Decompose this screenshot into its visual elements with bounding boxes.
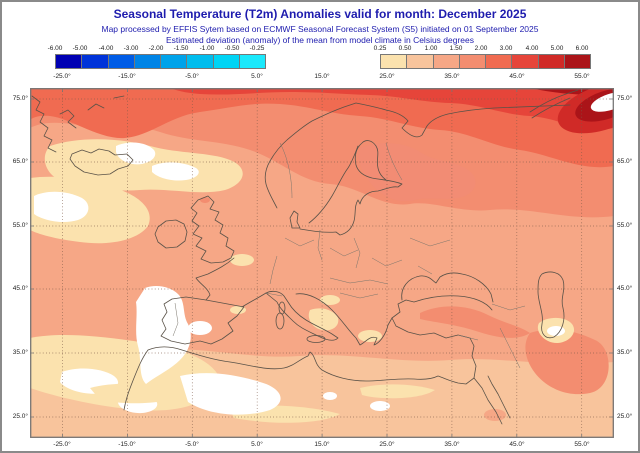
lon-tick-label-bottom: -25.0° bbox=[53, 441, 71, 448]
page-subtitle-units: Estimated deviation (anomaly) of the mea… bbox=[165, 35, 475, 45]
lon-tick-label-top: 55.0° bbox=[574, 73, 590, 80]
legend-tick-label: -0.50 bbox=[224, 45, 240, 52]
lat-tick-label-left: 25.0° bbox=[12, 413, 28, 420]
lat-tick-label-right: 35.0° bbox=[617, 349, 633, 356]
lon-tick-label-bottom: 25.0° bbox=[379, 441, 395, 448]
lon-tick-label-top: -15.0° bbox=[118, 73, 136, 80]
lon-tick-label-top: 5.0° bbox=[251, 73, 263, 80]
legend-swatch bbox=[134, 55, 162, 68]
legend-tick-label: -6.00 bbox=[47, 45, 63, 52]
legend-tick-label: 0.25 bbox=[373, 45, 387, 52]
lat-tick-label-right: 45.0° bbox=[617, 285, 633, 292]
lon-tick-label-bottom: 55.0° bbox=[574, 441, 590, 448]
lon-tick-label-bottom: 15.0° bbox=[314, 441, 330, 448]
page-title: Seasonal Temperature (T2m) Anomalies val… bbox=[113, 7, 527, 21]
legend-positive-bar bbox=[380, 54, 592, 69]
legend-tick-label: -2.00 bbox=[148, 45, 164, 52]
legend-tick-label: -1.50 bbox=[173, 45, 189, 52]
legend-swatch bbox=[433, 55, 460, 68]
lat-tick-label-left: 65.0° bbox=[12, 158, 28, 165]
lat-tick-label-left: 35.0° bbox=[12, 349, 28, 356]
legend-swatch bbox=[56, 55, 83, 68]
legend-swatch bbox=[240, 55, 266, 68]
legend-swatch bbox=[213, 55, 241, 68]
legend-swatch bbox=[512, 55, 539, 68]
lon-tick-label-bottom: 5.0° bbox=[251, 441, 263, 448]
lon-tick-label-bottom: -5.0° bbox=[185, 441, 199, 448]
legend-tick-label: -0.25 bbox=[249, 45, 265, 52]
lat-tick-label-left: 75.0° bbox=[12, 95, 28, 102]
legend-tick-label: -3.00 bbox=[123, 45, 139, 52]
lat-tick-label-right: 55.0° bbox=[617, 222, 633, 229]
lon-tick-label-bottom: -15.0° bbox=[118, 441, 136, 448]
lon-tick-label-top: -25.0° bbox=[53, 73, 71, 80]
lon-tick-label-top: 35.0° bbox=[444, 73, 460, 80]
legend-tick-label: 1.00 bbox=[424, 45, 438, 52]
legend-tick-label: 5.00 bbox=[550, 45, 564, 52]
legend-tick-label: 0.50 bbox=[398, 45, 412, 52]
legend-tick-label: 6.00 bbox=[575, 45, 589, 52]
legend-swatch bbox=[187, 55, 214, 68]
legend-tick-label: 1.50 bbox=[449, 45, 463, 52]
map-canvas bbox=[30, 82, 638, 438]
lat-tick-label-right: 25.0° bbox=[617, 413, 633, 420]
lat-tick-label-left: 55.0° bbox=[12, 222, 28, 229]
lon-tick-label-bottom: 35.0° bbox=[444, 441, 460, 448]
anomaly-map-svg bbox=[30, 82, 638, 438]
lon-tick-label-top: 25.0° bbox=[379, 73, 395, 80]
lat-tick-label-right: 65.0° bbox=[617, 158, 633, 165]
legend-swatch bbox=[407, 55, 434, 68]
legend-tick-label: 3.00 bbox=[499, 45, 513, 52]
lat-tick-label-left: 45.0° bbox=[12, 285, 28, 292]
lat-tick-label-right: 75.0° bbox=[617, 95, 633, 102]
legend-tick-label: -4.00 bbox=[98, 45, 114, 52]
legend-tick-label: -1.00 bbox=[199, 45, 215, 52]
legend-swatch bbox=[459, 55, 487, 68]
legend-swatch bbox=[108, 55, 135, 68]
legend-swatch bbox=[82, 55, 109, 68]
lon-tick-label-top: -5.0° bbox=[185, 73, 199, 80]
legend-swatch bbox=[538, 55, 566, 68]
legend-tick-label: 2.00 bbox=[474, 45, 488, 52]
legend-swatch bbox=[565, 55, 591, 68]
legend-tick-label: 4.00 bbox=[525, 45, 539, 52]
legend-tick-label: -5.00 bbox=[72, 45, 88, 52]
lon-tick-label-top: 15.0° bbox=[314, 73, 330, 80]
lon-tick-label-top: 45.0° bbox=[509, 73, 525, 80]
legend-swatch bbox=[161, 55, 188, 68]
legend-swatch bbox=[381, 55, 408, 68]
lon-tick-label-bottom: 45.0° bbox=[509, 441, 525, 448]
legend-negative-bar bbox=[55, 54, 267, 69]
page-subtitle-source: Map processed by EFFIS Sytem based on EC… bbox=[101, 24, 539, 34]
legend-swatch bbox=[486, 55, 513, 68]
